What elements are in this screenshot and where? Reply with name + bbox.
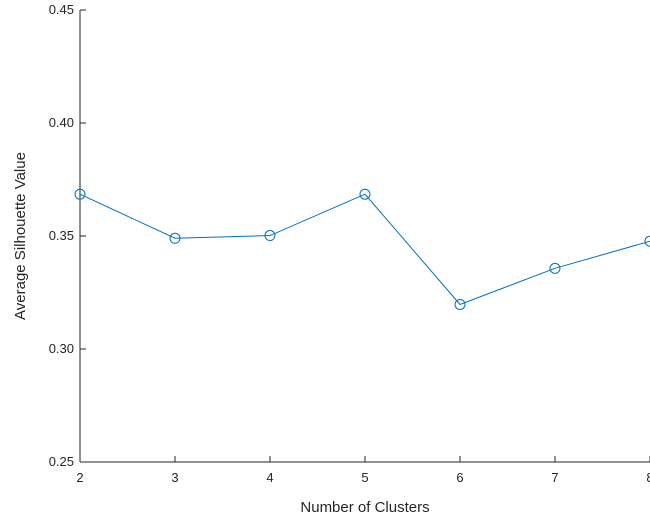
data-point-marker	[454, 298, 466, 310]
y-tick-label: 0.40	[49, 115, 74, 130]
x-tick-label: 2	[76, 470, 83, 485]
x-tick-label: 3	[171, 470, 178, 485]
x-tick-label: 8	[646, 470, 650, 485]
y-tick-label: 0.35	[49, 228, 74, 243]
data-point-marker	[644, 235, 650, 247]
labels-layer: 2 3 4 5 6 7 8 0.25 0.30 0.35 0.40 0.45	[49, 2, 650, 485]
y-tick-label: 0.25	[49, 454, 74, 469]
data-point-marker	[264, 230, 276, 242]
x-tick-label: 4	[266, 470, 273, 485]
x-tick-label: 7	[551, 470, 558, 485]
series-layer	[74, 188, 650, 310]
x-tick-label: 6	[456, 470, 463, 485]
data-point-marker	[549, 262, 561, 274]
y-axis-label: Average Silhouette Value	[12, 152, 29, 320]
data-point-marker	[359, 188, 371, 200]
x-tick-label: 5	[361, 470, 368, 485]
y-tick-label: 0.45	[49, 2, 74, 17]
axes	[79, 9, 650, 463]
plot-area	[80, 10, 650, 462]
series-line	[79, 193, 650, 306]
data-point-marker	[74, 188, 86, 200]
data-point-marker	[169, 232, 181, 244]
x-axis-label: Number of Clusters	[300, 499, 429, 516]
y-tick-label: 0.30	[49, 341, 74, 356]
